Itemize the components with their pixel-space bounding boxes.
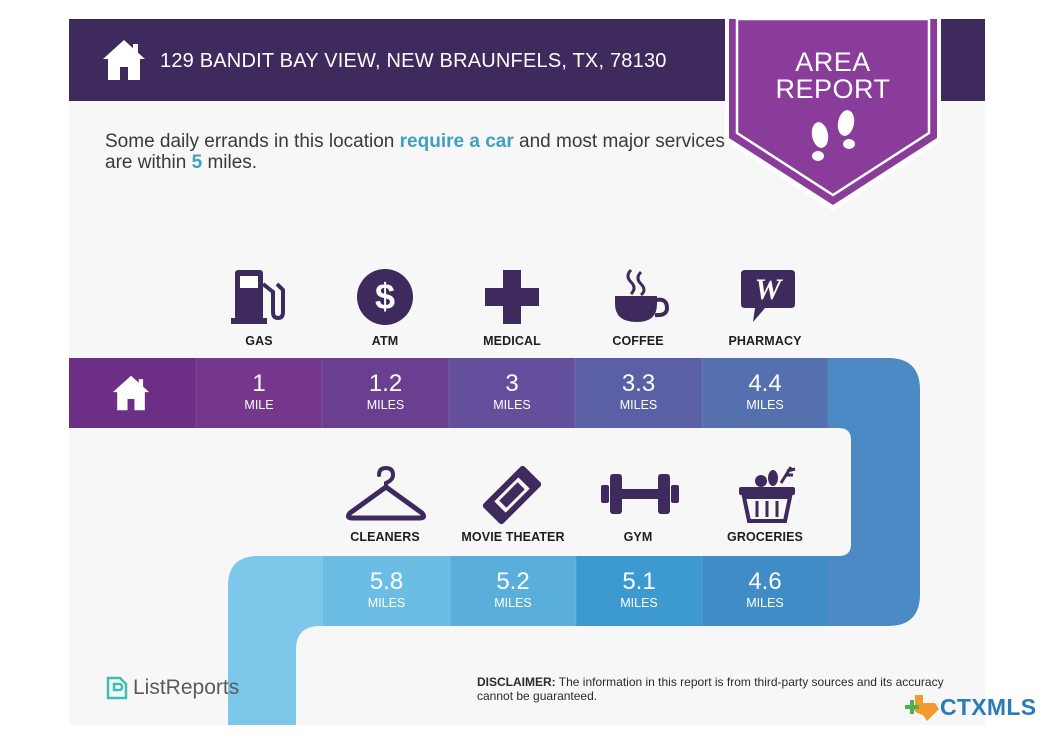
distance-unit: MILES xyxy=(366,398,405,412)
distance-gym: 5.1 MILES xyxy=(576,568,702,611)
ticket-icon xyxy=(482,465,542,525)
intro-text: Some daily errands in this location requ… xyxy=(105,131,725,173)
intro-part-2: and most major services are within xyxy=(105,131,725,173)
intro-part-1: Some daily errands in this location xyxy=(105,131,400,152)
distance-value: 1.2 xyxy=(368,370,403,397)
distance-value: 4.6 xyxy=(748,568,782,595)
footprints-icon xyxy=(811,110,855,161)
distance-pharmacy: 4.4 MILES xyxy=(702,370,828,413)
distance-value: 3 xyxy=(505,370,519,397)
distance-unit: MILES xyxy=(367,596,406,610)
distance-atm: 1.2 MILES xyxy=(322,370,449,413)
dumbbell-icon xyxy=(601,474,679,514)
disclaimer-text: The information in this report is from t… xyxy=(477,675,944,703)
property-address: 129 BANDIT BAY VIEW, NEW BRAUNFELS, TX, … xyxy=(160,50,667,72)
texas-map-icon xyxy=(905,695,939,721)
distance-groceries: 4.6 MILES xyxy=(702,568,828,611)
coffee-cup-icon xyxy=(615,268,670,322)
start-house-icon xyxy=(112,375,150,411)
distance-unit: MILES xyxy=(494,596,532,610)
badge-line-1: AREA xyxy=(795,47,871,77)
category-label-movie-theater: MOVIE THEATER xyxy=(461,530,565,544)
distance-cleaners: 5.8 MILES xyxy=(323,568,450,611)
category-label-medical: MEDICAL xyxy=(483,334,541,348)
listreports-brand: ListReports xyxy=(133,676,240,699)
disclaimer: DISCLAIMER: The information in this repo… xyxy=(477,675,967,703)
category-label-cleaners: CLEANERS xyxy=(350,530,420,544)
distance-unit: MILES xyxy=(746,596,784,610)
distance-medical: 3 MILES xyxy=(449,370,575,413)
intro-part-3: miles. xyxy=(202,152,258,173)
category-label-atm: ATM xyxy=(371,334,399,348)
basket-icon xyxy=(739,466,796,523)
badge-line-2: REPORT xyxy=(775,74,891,104)
intro-highlight-car: require a car xyxy=(399,131,514,152)
category-label-gas: GAS xyxy=(245,334,273,348)
distance-unit: MILE xyxy=(244,398,274,412)
listreports-logo-icon xyxy=(106,676,128,700)
route-band xyxy=(69,358,920,725)
distance-value: 5.8 xyxy=(369,568,404,595)
category-label-pharmacy: PHARMACY xyxy=(728,334,802,348)
area-report-badge xyxy=(725,19,941,211)
area-report-card: 129 BANDIT BAY VIEW, NEW BRAUNFELS, TX, … xyxy=(69,19,985,725)
intro-highlight-miles: 5 xyxy=(191,152,203,173)
distance-unit: MILES xyxy=(746,398,784,412)
category-label-coffee: COFFEE xyxy=(612,334,664,348)
category-label-groceries: GROCERIES xyxy=(727,530,803,544)
badge-title: AREA REPORT xyxy=(725,49,941,103)
distance-value: 5.2 xyxy=(496,568,530,595)
ctxmls-logo: CTXMLS xyxy=(940,694,1037,720)
walgreens-icon: W xyxy=(741,270,795,322)
hanger-icon xyxy=(345,465,427,521)
distance-value: 4.4 xyxy=(748,370,782,397)
distance-unit: MILES xyxy=(619,398,658,412)
distance-coffee: 3.3 MILES xyxy=(575,370,702,413)
distance-unit: MILES xyxy=(620,596,658,610)
dollar-icon: $ xyxy=(357,269,413,325)
category-label-gym: GYM xyxy=(623,530,653,544)
distance-value: 3.3 xyxy=(621,370,656,397)
svg-text:W: W xyxy=(755,273,784,306)
disclaimer-label: DISCLAIMER: xyxy=(477,675,556,689)
distance-gas: 1 MILE xyxy=(196,370,322,413)
distance-movie-theater: 5.2 MILES xyxy=(450,568,576,611)
distance-value: 1 xyxy=(252,370,266,397)
distance-unit: MILES xyxy=(493,398,531,412)
gas-pump-icon xyxy=(231,270,285,324)
svg-text:$: $ xyxy=(375,276,395,317)
house-icon xyxy=(103,40,145,80)
medical-cross-icon xyxy=(485,270,539,324)
distance-value: 5.1 xyxy=(622,568,656,595)
